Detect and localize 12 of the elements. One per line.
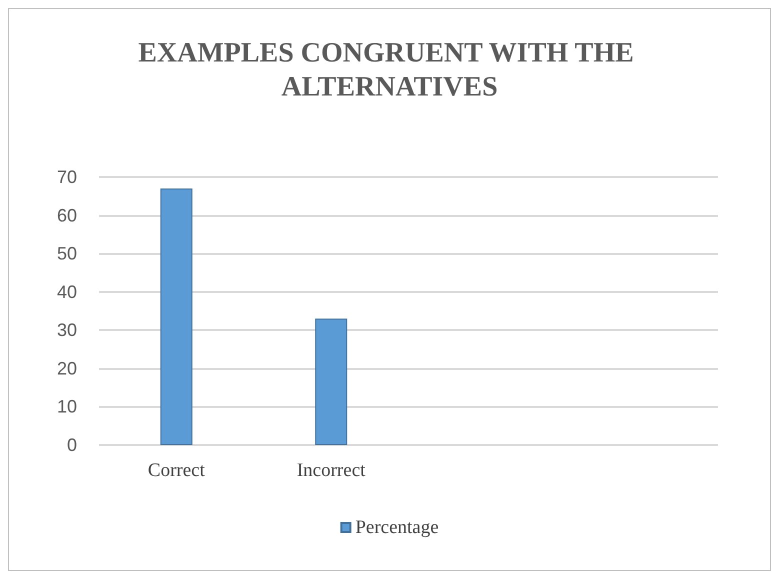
y-tick-label: 0 [66,435,77,455]
x-tick-label: Correct [148,460,206,481]
y-tick-label: 50 [56,244,77,264]
y-tick-label: 40 [56,282,77,302]
x-tick-label: Incorrect [296,460,366,481]
y-tick-label: 20 [56,358,77,378]
y-tick-label: 60 [56,205,77,226]
chart-title: EXAMPLES CONGRUENT WITH THE ALTERNATIVES [138,38,641,102]
y-tick-label: 10 [56,396,77,417]
y-tick-label: 30 [56,320,77,340]
y-tick-label: 70 [56,167,77,187]
legend-label: Percentage [355,517,439,538]
